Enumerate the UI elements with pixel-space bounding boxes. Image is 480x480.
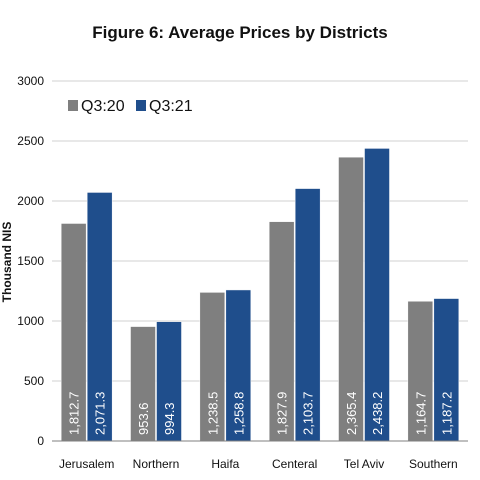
bar-q3-21-centeral [294, 188, 321, 442]
data-label: 2,365.4 [344, 392, 359, 435]
data-label: 1,238.5 [205, 392, 220, 435]
y-tick-label: 2500 [17, 134, 44, 148]
bar-q3-20-southern [407, 300, 434, 442]
bar-q3-21-southern [433, 298, 460, 442]
bar-q3-21-haifa [225, 289, 252, 442]
x-category-label: Tel Aviv [344, 457, 384, 471]
bar-q3-20-centeral [268, 221, 295, 442]
data-label: 994.3 [162, 402, 177, 435]
legend-label: Q3:21 [149, 98, 193, 115]
data-label: 1,187.2 [439, 392, 454, 435]
x-category-label: Northern [133, 457, 180, 471]
y-tick-label: 500 [24, 374, 44, 388]
data-label: 1,812.7 [67, 392, 82, 435]
data-label: 1,827.9 [275, 392, 290, 435]
bar-q3-20-northern [130, 326, 156, 442]
y-axis-ticks: 0 500 1000 1500 2000 2500 3000 [17, 74, 44, 448]
x-category-label: Haifa [211, 457, 239, 471]
y-tick-label: 2000 [17, 194, 44, 208]
legend-swatch [136, 100, 146, 111]
y-tick-label: 3000 [17, 74, 44, 88]
bars: 1,812.7 2,071.3 953.6 994.3 1,238.5 1,258.8 1,… [60, 148, 460, 442]
y-axis-label: Thousand NIS [0, 222, 14, 303]
data-label: 953.6 [136, 402, 151, 435]
gridlines [52, 80, 468, 382]
y-tick-label: 1000 [17, 314, 44, 328]
x-category-label: Southern [409, 457, 458, 471]
legend: Q3:20 Q3:21 [68, 98, 193, 115]
data-label: 2,103.7 [301, 392, 316, 435]
x-category-label: Jerusalem [59, 457, 114, 471]
y-tick-label: 0 [37, 434, 44, 448]
bar-q3-21-jerusalem [86, 192, 113, 442]
bar-q3-21-tel-aviv [364, 148, 390, 442]
x-category-label: Centeral [272, 457, 317, 471]
data-label: 2,438.2 [370, 392, 385, 435]
chart-title: Figure 6: Average Prices by Districts [92, 23, 387, 42]
bar-q3-21-northern [156, 321, 182, 442]
legend-label: Q3:20 [81, 98, 125, 115]
x-axis-categories: Jerusalem Northern Haifa Centeral Tel Aviv So… [59, 457, 458, 471]
data-label: 1,258.8 [231, 392, 246, 435]
legend-swatch [68, 100, 78, 111]
data-label: 1,164.7 [413, 392, 428, 435]
data-label: 2,071.3 [93, 392, 108, 435]
y-tick-label: 1500 [17, 254, 44, 268]
bar-q3-20-haifa [199, 292, 226, 442]
